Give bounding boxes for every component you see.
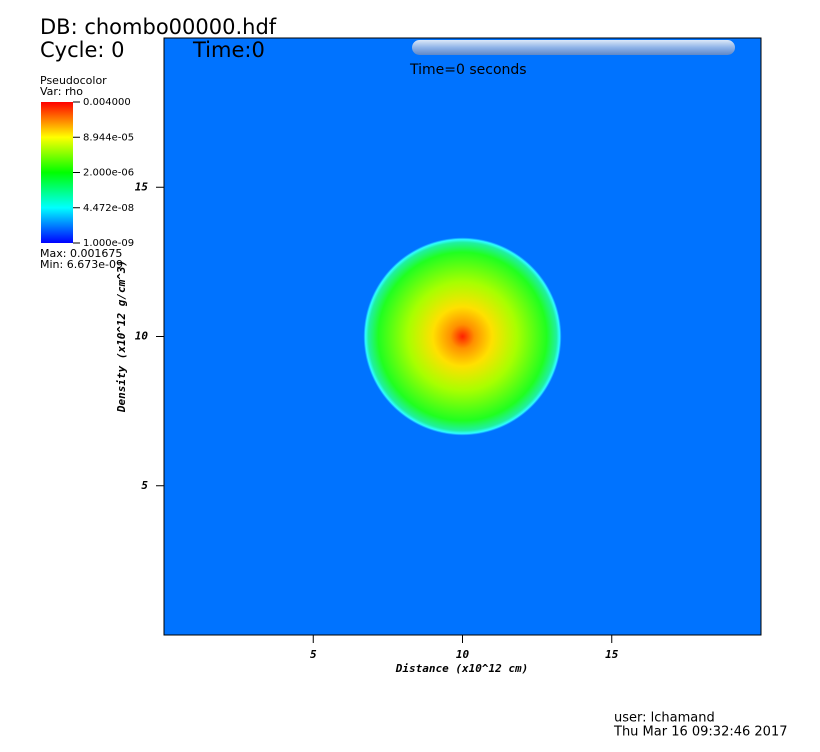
x-tick-label: 10 bbox=[456, 648, 470, 661]
x-tick-label: 15 bbox=[605, 648, 619, 661]
time-caption: Time=0 seconds bbox=[409, 62, 527, 78]
x-axis-label: Distance (x10^12 cm) bbox=[395, 662, 528, 675]
y-tick-label: 10 bbox=[135, 330, 149, 343]
user: user: lchamand bbox=[614, 711, 715, 726]
colorbar-tick-label: 0.004000 bbox=[83, 97, 131, 108]
min-label: Min: 6.673e-09 bbox=[40, 258, 123, 271]
colorbar bbox=[41, 102, 73, 243]
time: Time:0 bbox=[192, 38, 265, 62]
x-tick-label: 5 bbox=[310, 648, 317, 661]
colorbar-tick-label: 8.944e-05 bbox=[83, 132, 134, 143]
db-title: DB: chombo00000.hdf bbox=[40, 15, 277, 39]
y-tick-label: 15 bbox=[135, 180, 149, 193]
time-slider bbox=[412, 40, 735, 55]
y-tick-label: 5 bbox=[141, 479, 148, 492]
colorbar-tick-label: 1.000e-09 bbox=[83, 238, 134, 249]
max-label: Max: 0.001675 bbox=[40, 247, 122, 260]
density-field bbox=[363, 237, 562, 436]
colorbar-tick-label: 2.000e-06 bbox=[83, 168, 134, 179]
y-axis-label: Density (x10^12 g/cm^3) bbox=[115, 260, 128, 413]
cycle: Cycle: 0 bbox=[40, 38, 125, 62]
date: Thu Mar 16 09:32:46 2017 bbox=[613, 725, 788, 740]
legend-title: Pseudocolor bbox=[40, 74, 107, 87]
colorbar-tick-label: 4.472e-08 bbox=[83, 203, 134, 214]
legend-var: Var: rho bbox=[40, 85, 83, 98]
